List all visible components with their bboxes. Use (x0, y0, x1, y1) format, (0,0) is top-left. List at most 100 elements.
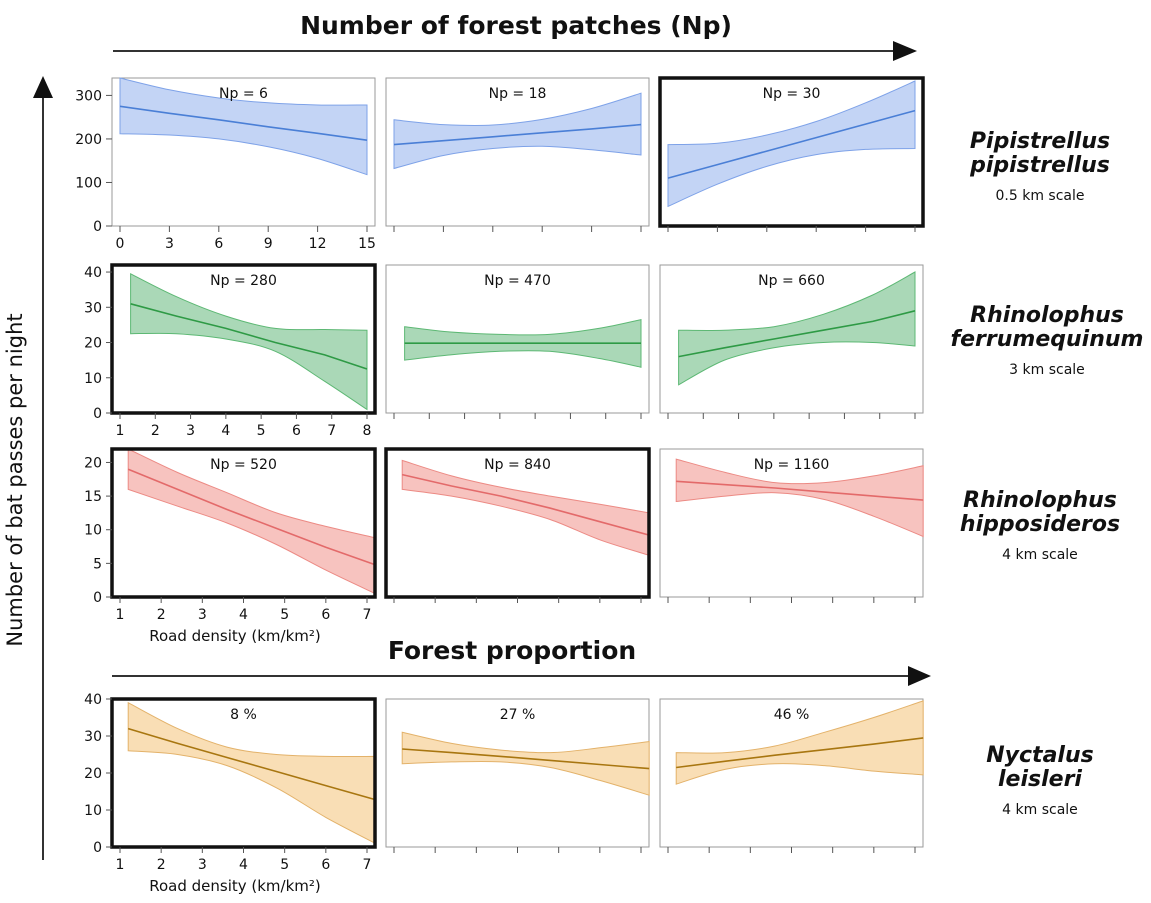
confidence-band (119, 77, 368, 176)
panel-3-1: 27 % (385, 698, 650, 853)
panel-label: Np = 6 (219, 86, 268, 102)
confidence-band (401, 731, 650, 796)
fitted-line (676, 480, 924, 501)
x-tick-label: 6 (321, 607, 330, 623)
panel-label: Np = 18 (489, 86, 547, 102)
panel-label: 27 % (500, 707, 536, 723)
fitted-line (119, 105, 368, 141)
y-tick-label: 20 (84, 455, 102, 471)
y-tick-label: 40 (84, 692, 102, 708)
species-genus: Nyctalus (986, 743, 1093, 768)
panel-3-0: 8 % 1 2 3 4 5 6 7 0 10 20 30 40 Road density (km/km²) (84, 692, 377, 895)
x-tick-label: 4 (239, 857, 248, 873)
panel-highlight-frame (658, 76, 925, 228)
panel-label: 8 % (230, 707, 257, 723)
middle-header: Forest proportion (388, 636, 636, 665)
panel-2-1: Np = 840 (384, 447, 651, 603)
x-tick-label: 8 (363, 423, 372, 439)
panel-2-2: Np = 1160 (659, 448, 924, 603)
x-tick-label: 1 (116, 423, 125, 439)
panel-label: Np = 840 (484, 457, 551, 473)
x-tick-label: 0 (116, 236, 125, 252)
x-tick-label: 3 (165, 236, 174, 252)
species-scale: 0.5 km scale (996, 188, 1085, 204)
x-tick-label: 6 (321, 857, 330, 873)
x-tick-label: 5 (257, 423, 266, 439)
species-scale: 4 km scale (1002, 547, 1078, 563)
y-tick-label: 10 (84, 371, 102, 387)
species-scale: 3 km scale (1009, 362, 1085, 378)
species-genus: Rhinolophus (970, 303, 1124, 328)
confidence-band (675, 458, 924, 538)
panel-label: Np = 660 (758, 273, 825, 289)
species-genus: Pipistrellus (970, 129, 1110, 154)
x-tick-label: 2 (157, 607, 166, 623)
fitted-line (676, 737, 924, 769)
panel-1-2: Np = 660 (659, 264, 924, 419)
x-axis-title: Road density (km/km²) (149, 627, 321, 645)
panel-2-0: Np = 520 1 2 3 4 5 6 7 0 5 10 15 20 Road density (km/… (84, 447, 377, 645)
x-tick-label: 7 (327, 423, 336, 439)
panel-3-2: 46 % (659, 698, 924, 853)
x-axis-title: Road density (km/km²) (149, 877, 321, 895)
panel-label: Np = 470 (484, 273, 551, 289)
x-tick-label: 7 (363, 607, 372, 623)
x-tick-label: 5 (280, 607, 289, 623)
x-tick-label: 4 (239, 607, 248, 623)
y-tick-label: 20 (84, 336, 102, 352)
panel-label: 46 % (774, 707, 810, 723)
fitted-line (667, 109, 916, 179)
confidence-band (678, 271, 916, 386)
forest-arrow-head (908, 666, 931, 686)
confidence-band (130, 272, 368, 411)
y-tick-label: 0 (93, 219, 102, 235)
panel-highlight-frame (110, 263, 377, 415)
y-tick-label: 0 (93, 840, 102, 856)
y-tick-label: 20 (84, 766, 102, 782)
species-epithet: leisleri (998, 767, 1082, 792)
panel-1-1: Np = 470 (385, 264, 650, 419)
fitted-line (402, 473, 650, 536)
panel-0-1: Np = 18 (385, 77, 650, 232)
y-tick-label: 10 (84, 523, 102, 539)
x-tick-label: 3 (198, 607, 207, 623)
y-tick-label: 300 (75, 88, 102, 104)
species-epithet: hipposideros (960, 512, 1120, 537)
y-tick-label: 10 (84, 803, 102, 819)
fitted-line (127, 468, 376, 566)
x-tick-label: 5 (280, 857, 289, 873)
species-epithet: ferrumequinum (951, 327, 1144, 352)
fitted-line (393, 123, 642, 146)
fitted-line (127, 727, 376, 801)
y-tick-label: 5 (93, 556, 102, 572)
panel-label: Np = 520 (210, 457, 277, 473)
confidence-band (393, 92, 642, 170)
confidence-band (675, 700, 924, 785)
y-tick-label: 15 (84, 489, 102, 505)
x-tick-label: 7 (363, 857, 372, 873)
x-tick-label: 6 (292, 423, 301, 439)
y-tick-label: 30 (84, 729, 102, 745)
panel-0-0: Np = 6 0 3 6 9 12 15 0 100 200 300 (75, 77, 376, 252)
x-tick-label: 1 (116, 607, 125, 623)
x-tick-label: 2 (151, 423, 160, 439)
species-scale: 4 km scale (1002, 802, 1078, 818)
x-tick-label: 4 (221, 423, 230, 439)
x-tick-label: 15 (358, 236, 376, 252)
y-tick-label: 30 (84, 300, 102, 316)
panel-1-0: Np = 280 1 2 3 4 5 6 7 8 0 10 20 30 40 (84, 263, 377, 439)
top-header: Number of forest patches (Np) (300, 11, 732, 40)
fitted-line (130, 303, 368, 370)
fitted-line (678, 310, 916, 358)
panel-label: Np = 280 (210, 273, 277, 289)
x-tick-label: 3 (186, 423, 195, 439)
x-tick-label: 1 (116, 857, 125, 873)
